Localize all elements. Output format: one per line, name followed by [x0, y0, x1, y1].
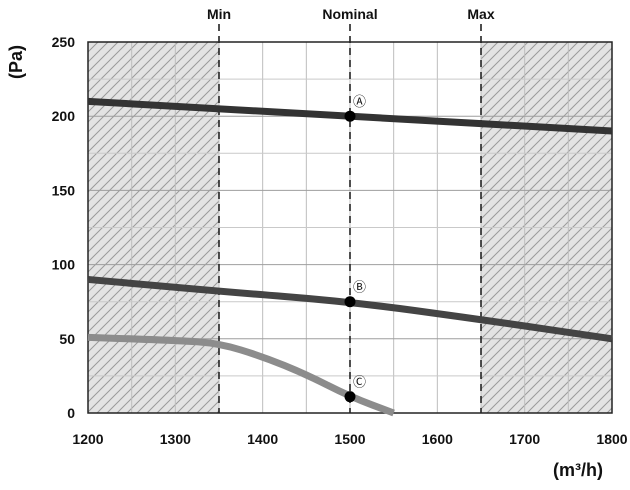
x-axis-label: (m³/h) [553, 460, 603, 480]
series-line-b [87, 275, 613, 343]
x-tick-label: 1800 [596, 431, 627, 447]
y-tick-label: 50 [59, 331, 75, 347]
reference-label-nominal: Nominal [322, 6, 377, 22]
reference-label-max: Max [467, 6, 494, 22]
x-tick-label: 1200 [72, 431, 103, 447]
operating-point-1 [344, 296, 356, 308]
y-tick-label: 200 [52, 108, 76, 124]
plot-frame [87, 41, 613, 414]
operating-point-label-2: Ⓒ [353, 376, 366, 391]
x-tick-label: 1400 [247, 431, 278, 447]
x-tick-label: 1600 [422, 431, 453, 447]
operating-point-label-0: Ⓐ [353, 95, 366, 110]
x-tick-label: 1300 [160, 431, 191, 447]
reference-label-min: Min [207, 6, 231, 22]
y-tick-label: 150 [52, 182, 76, 198]
x-tick-label: 1500 [334, 431, 365, 447]
series-line-c [87, 333, 395, 417]
series-line-a [87, 97, 613, 135]
y-tick-label: 100 [52, 257, 76, 273]
x-tick-label: 1700 [509, 431, 540, 447]
y-tick-label: 250 [52, 34, 76, 50]
operating-point-0 [344, 110, 356, 122]
y-axis-label: (Pa) [6, 45, 26, 79]
y-tick-label: 0 [67, 405, 75, 421]
operating-point-label-1: Ⓑ [353, 281, 366, 296]
operating-point-2 [344, 391, 356, 403]
